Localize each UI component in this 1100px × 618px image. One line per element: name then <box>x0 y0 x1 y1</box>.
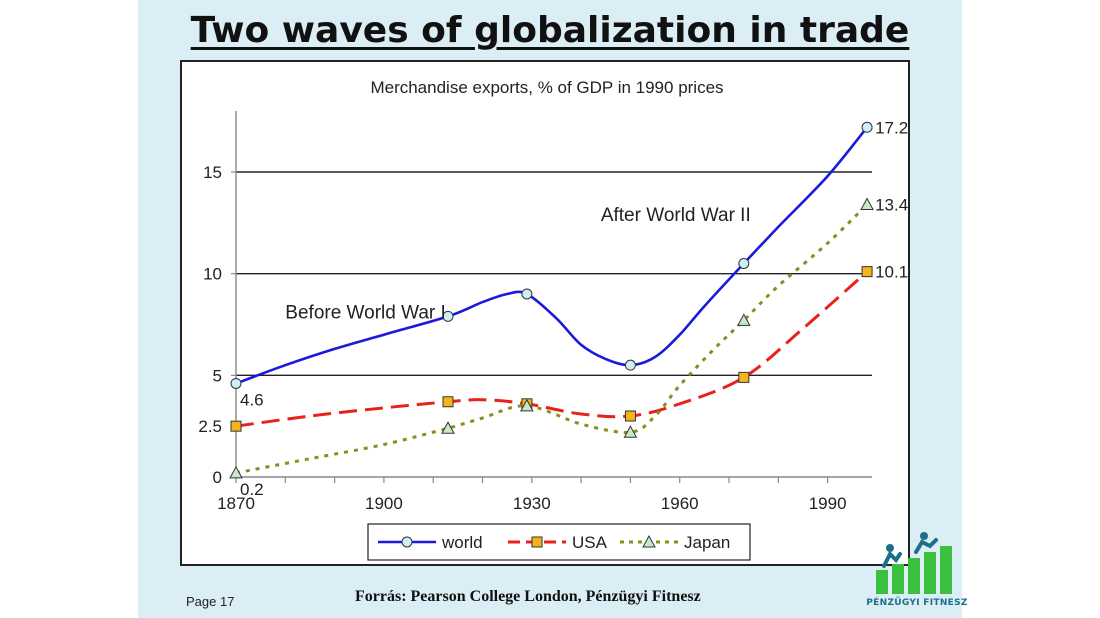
data-label: 0.2 <box>240 480 264 499</box>
line-chart: Merchandise exports, % of GDP in 1990 pr… <box>198 78 908 561</box>
data-point-world <box>738 258 750 269</box>
data-point-usa <box>624 410 636 422</box>
x-tick-label: 1870 <box>217 494 255 513</box>
legend-entry-world: world <box>378 533 483 552</box>
x-tick-label: 1930 <box>513 494 551 513</box>
data-point-usa <box>738 371 750 383</box>
chart-title: Merchandise exports, % of GDP in 1990 pr… <box>370 78 723 97</box>
slide-title: Two waves of globalization in trade <box>190 10 910 51</box>
y-tick-label: 10 <box>203 265 222 284</box>
page-number: Page 17 <box>186 594 235 609</box>
label-layer: 4.6 0.2 17.2 13.4 10.1 Before World War I Afte… <box>240 118 908 499</box>
legend-entry-japan: Japan <box>620 533 730 552</box>
data-point-japan <box>229 465 243 479</box>
data-point-japan <box>736 313 751 326</box>
data-point-japan <box>623 425 638 438</box>
y-tick-label: 2.5 <box>198 417 222 436</box>
data-label: 4.6 <box>240 390 264 409</box>
data-point-usa <box>230 420 242 432</box>
y-tick-label: 15 <box>203 163 222 182</box>
data-point-japan <box>441 421 455 434</box>
data-point-world <box>861 121 873 133</box>
chart-annotation: Before World War I <box>285 302 446 323</box>
grid-layer <box>236 171 872 377</box>
data-label: 13.4 <box>875 196 908 215</box>
series-line-usa <box>235 270 869 428</box>
legend-entry-usa: USA <box>508 533 608 552</box>
data-point-usa <box>861 266 873 278</box>
data-point-usa <box>442 396 454 408</box>
logo-graphic <box>876 532 952 594</box>
chart-annotation: After World War II <box>601 205 751 226</box>
series-line-world <box>235 126 869 385</box>
x-tick-label: 1900 <box>365 494 403 513</box>
series-world <box>230 121 873 389</box>
series-japan <box>229 197 874 479</box>
source-credit: Forrás: Pearson College London, Pénzügyi… <box>355 588 701 605</box>
logo-text: PÉNZÜGYI FITNESZ <box>866 598 968 608</box>
x-tick-label: 1990 <box>809 494 847 513</box>
data-point-world <box>521 288 533 300</box>
y-tick-label: 0 <box>213 468 222 487</box>
chart-frame: Merchandise exports, % of GDP in 1990 pr… <box>180 60 910 566</box>
data-point-world <box>442 310 454 322</box>
y-tick-label: 5 <box>213 366 222 385</box>
pénzügyi-fitnesz-logo: PÉNZÜGYI FITNESZ <box>862 526 972 618</box>
series-usa <box>230 266 873 432</box>
series-line-japan <box>235 203 869 475</box>
legend-marker <box>642 534 656 548</box>
axes-layer: 0 2.5 5 10 15 1870 1900 1930 1960 1990 <box>198 111 872 513</box>
series-layer <box>229 121 874 479</box>
legend-marker <box>531 536 543 548</box>
legend-marker <box>401 536 413 548</box>
legend-label: world <box>441 533 483 552</box>
data-label: 10.1 <box>875 263 908 282</box>
legend-label: USA <box>572 533 608 552</box>
x-tick-label: 1960 <box>661 494 699 513</box>
data-point-japan <box>860 197 874 211</box>
data-point-world <box>624 359 636 371</box>
chart-legend: world USA Japan <box>367 523 751 561</box>
data-label: 17.2 <box>875 118 908 137</box>
data-point-world <box>230 377 242 389</box>
legend-label: Japan <box>684 533 730 552</box>
data-point-japan <box>520 398 534 412</box>
